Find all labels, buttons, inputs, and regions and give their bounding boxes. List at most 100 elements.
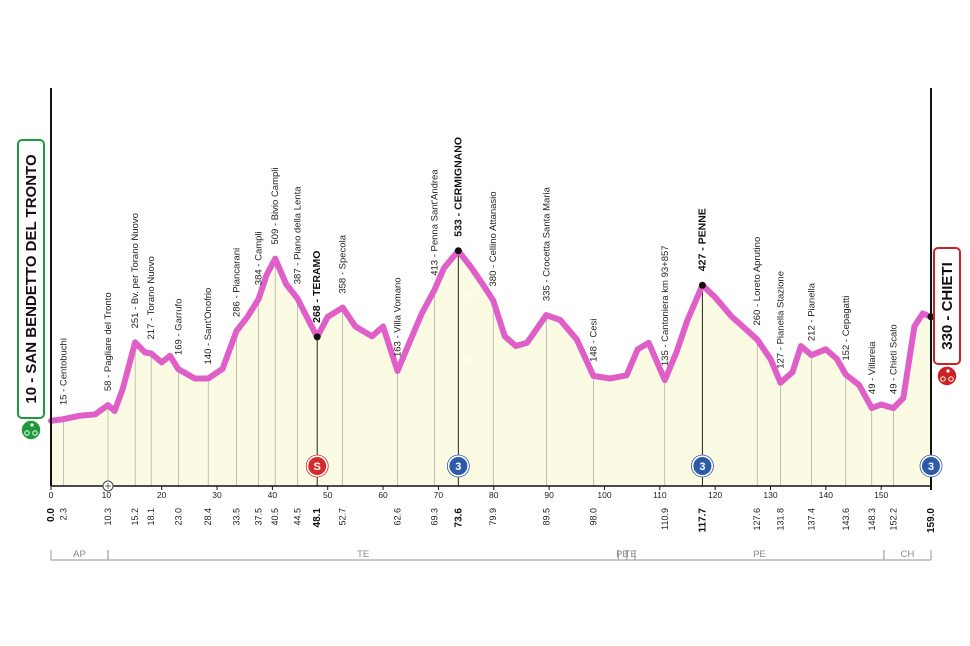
x-tick-label-7: 70 [434, 490, 444, 500]
finish-box [933, 247, 961, 365]
major-point-dot-1 [454, 247, 462, 255]
x-tick-label-0: 0 [49, 490, 54, 500]
waypoint-label-1: 58 - Pagliare del Tronto [103, 292, 114, 391]
km-label-1: 10.3 [103, 508, 113, 526]
finish-bike-rider [946, 369, 950, 373]
km-label-0: 2.3 [59, 508, 69, 521]
finish-label: 330 - CHIETI [939, 262, 956, 350]
km-label-3: 18.1 [146, 508, 156, 526]
start-bike-icon [20, 419, 42, 441]
profile-fill-layer [51, 250, 931, 486]
waypoint-label-12: 163 - Villa Vomano [392, 277, 403, 357]
finish-bike-icon [936, 365, 958, 387]
km-label-17: 98.0 [588, 508, 598, 526]
waypoint-label-7: 384 - Campli [254, 231, 265, 285]
marker-ring-3 [919, 454, 943, 478]
waypoint-label-0: 15 - Centobuchi [59, 338, 70, 405]
marker-text-0: S [314, 461, 321, 473]
marker-text-1: 3 [455, 461, 461, 473]
waypoint-label-20: 260 - Loreto Aprutino [752, 237, 763, 326]
start-finish-labels: 10 - SAN BENDETTO DEL TRONTO 330 - CHIETI [17, 139, 961, 441]
km-label-19: 117.7 [697, 508, 708, 533]
x-tick-label-8: 80 [489, 490, 499, 500]
waypoint-label-21: 127 - Pianella Stazione [775, 271, 786, 369]
km-label-24: 148.3 [867, 508, 877, 531]
km-label-4: 23.0 [173, 508, 183, 526]
profile-line [48, 247, 934, 424]
waypoint-label-23: 152 - Cepagatti [841, 296, 852, 361]
finish-point-dot [927, 313, 935, 321]
km-finish: 159.0 [926, 508, 937, 533]
km-label-9: 44.5 [292, 508, 302, 526]
km-axis: 0 10 20 30 40 50 60 70 80 90 100 110 120 130 140 150 0.0… [46, 88, 937, 533]
province-label-2: PE [616, 549, 629, 560]
y-tick-0: 200 [462, 357, 474, 364]
km-label-15: 79.9 [488, 508, 498, 526]
x-tick-label-2: 20 [157, 490, 167, 500]
marker-circle-3 [920, 455, 942, 477]
km-label-10: 48.1 [312, 508, 323, 528]
waypoint-label-3: 217 - Torano Nuovo [146, 256, 157, 339]
marker-circle-2 [691, 455, 714, 477]
marker-text-3: 3 [928, 461, 934, 473]
major-point-dot-2 [698, 281, 706, 289]
x-tick-label-6: 60 [378, 490, 388, 500]
marker-text-2: 3 [699, 461, 705, 473]
km-label-6: 33.5 [231, 508, 241, 526]
province-label-3: TE [625, 549, 637, 560]
start-bike-wheel-a [24, 430, 30, 436]
waypoint-label-22: 212 - Pianella [806, 282, 817, 341]
province-label-4: PE [753, 549, 766, 560]
start-bike-rider [30, 423, 34, 427]
finish-bike-wheel-b [948, 376, 954, 382]
start-box [17, 139, 45, 419]
km-label-21: 131.8 [775, 508, 785, 531]
km-label-12: 62.6 [392, 508, 402, 526]
waypoint-label-25: 49 - Chieti Scalo [888, 324, 899, 394]
km-label-16: 89.5 [541, 508, 551, 526]
km-label-2: 15.2 [130, 508, 140, 526]
marker-ring-2 [691, 454, 714, 478]
waypoint-label-14: 533 - CERMIGNANO [452, 137, 464, 237]
marker-ring-1 [446, 454, 470, 478]
waypoint-label-6: 286 - Piancarani [231, 248, 242, 317]
x-tick-label-14: 140 [819, 490, 833, 500]
km-label-5: 28.4 [203, 508, 213, 526]
x-tick-label-9: 90 [544, 490, 554, 500]
start-bike-wheel-b [32, 430, 38, 436]
waypoint-label-10: 268 - TERAMO [311, 251, 323, 323]
x-tick-label-11: 110 [653, 490, 667, 500]
x-tick-label-1: 10 [102, 490, 112, 500]
waypoint-label-8: 509 - Bivio Campli [270, 167, 281, 244]
finish-bike-wheel-a [940, 376, 946, 382]
km-start: 0.0 [46, 508, 57, 522]
waypoint-labels: 15 - Centobuchi 58 - Pagliare del Tronto 2… [59, 137, 900, 405]
km-label-25: 152.2 [888, 508, 898, 531]
waypoint-label-5: 140 - Sant'Onofrio [203, 288, 214, 365]
start-label: 10 - SAN BENDETTO DEL TRONTO [23, 154, 40, 404]
km-label-8: 40.5 [270, 508, 280, 526]
x-tick-label-15: 150 [874, 490, 888, 500]
x-tick-label-4: 40 [268, 490, 278, 500]
waypoint-label-15: 380 - Cellino Attanasio [488, 191, 499, 286]
km-label-11: 52.7 [338, 508, 348, 526]
waypoint-label-9: 387 - Piano della Lenta [292, 186, 303, 284]
x-tick-label-10: 100 [597, 490, 611, 500]
x-tick-label-3: 30 [212, 490, 222, 500]
waypoint-label-2: 251 - Bv. per Torano Nuovo [130, 213, 141, 328]
profile-area [51, 250, 931, 486]
km-label-7: 37.5 [254, 508, 264, 526]
km-label-14: 73.6 [453, 508, 464, 528]
marker-circle-1 [447, 455, 470, 477]
waypoint-label-11: 358 - Specola [338, 234, 349, 293]
climb-markers: S 3 3 3 [102, 247, 943, 492]
km-label-22: 137.4 [806, 508, 816, 531]
km-label-23: 143.6 [841, 508, 851, 531]
waypoint-label-24: 49 - Villareia [867, 341, 878, 394]
x-tick-label-13: 130 [763, 490, 777, 500]
y-tick-1: 400 [462, 292, 474, 299]
province-label-0: AP [73, 549, 86, 560]
province-label-5: CH [901, 549, 915, 560]
